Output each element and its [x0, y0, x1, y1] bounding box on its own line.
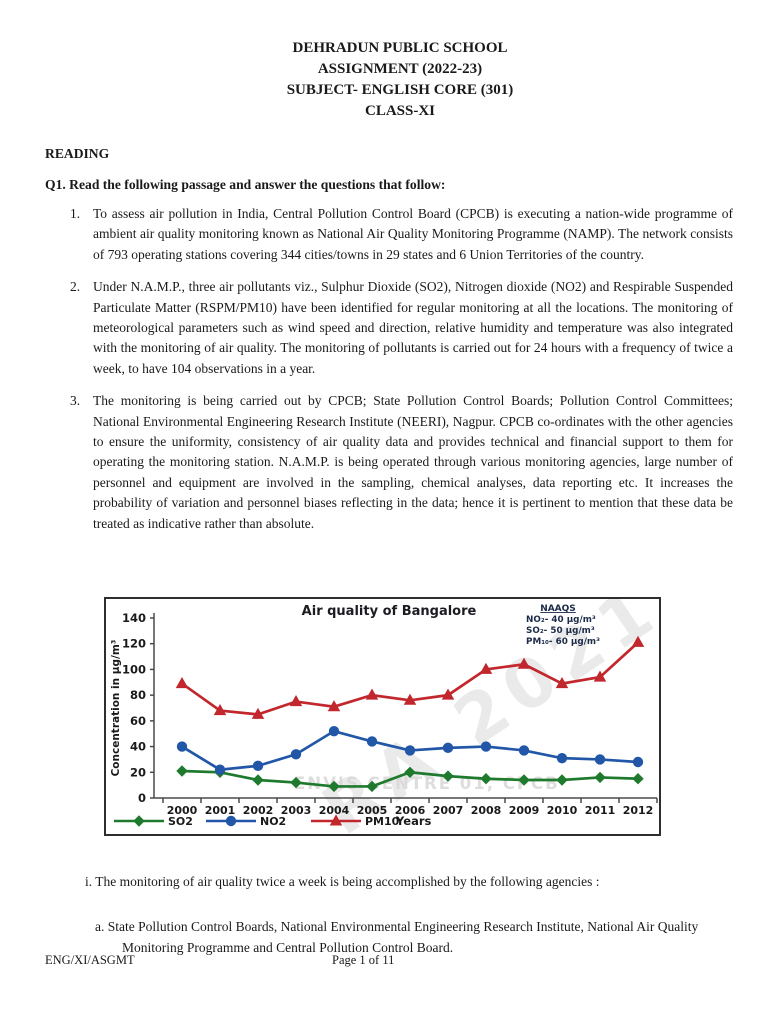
- svg-text:2005: 2005: [357, 804, 388, 817]
- tick-labels: 0 20 40 60 80 100 120 140 2000 2001 2002 2003 2004 20…: [122, 611, 653, 817]
- svg-text:140: 140: [122, 611, 146, 625]
- option-a: a. State Pollution Control Boards, Natio…: [95, 919, 699, 955]
- svg-text:2009: 2009: [509, 804, 540, 817]
- question-1-heading: Q1. Read the following passage and answe…: [45, 177, 446, 192]
- svg-text:SO2: SO2: [168, 815, 193, 828]
- svg-text:2000: 2000: [167, 804, 198, 817]
- svg-text:2001: 2001: [205, 804, 236, 817]
- svg-text:NAAQS: NAAQS: [540, 604, 576, 614]
- svg-text:2011: 2011: [585, 804, 616, 817]
- sub-question-i: i. The monitoring of air quality twice a…: [85, 874, 600, 889]
- svg-text:PM10: PM10: [365, 815, 400, 828]
- footer-page-number: Page 1 of 11: [332, 953, 395, 967]
- svg-text:2010: 2010: [547, 804, 578, 817]
- svg-text:2006: 2006: [395, 804, 426, 817]
- svg-text:20: 20: [130, 765, 146, 779]
- svg-text:80: 80: [130, 688, 146, 702]
- svg-text:2007: 2007: [433, 804, 464, 817]
- y-axis-title: Concentration in µg/m³: [110, 639, 122, 776]
- footer-document-code: ENG/XI/ASGMT: [45, 953, 135, 967]
- paragraph-text: The monitoring is being carried out by C…: [93, 393, 733, 531]
- passage-paragraph-2: 2. Under N.A.M.P., three air pollutants …: [70, 277, 733, 379]
- paragraph-text: Under N.A.M.P., three air pollutants viz…: [93, 279, 733, 376]
- legend-item-NO2: NO2: [206, 815, 286, 828]
- svg-text:2008: 2008: [471, 804, 502, 817]
- paragraph-number: 1.: [70, 206, 81, 221]
- svg-text:PM₁₀- 60 µg/m³: PM₁₀- 60 µg/m³: [526, 637, 600, 647]
- subject-line: SUBJECT- ENGLISH CORE (301): [286, 82, 514, 98]
- air-quality-chart: RA 2021 ENVIS CENTRE 01, CPCB 0 20 40 60 80 100…: [104, 597, 661, 836]
- svg-text:NO2: NO2: [260, 815, 286, 828]
- svg-text:60: 60: [130, 714, 146, 728]
- paragraph-text: To assess air pollution in India, Centra…: [93, 206, 733, 262]
- chart-title: Air quality of Bangalore: [302, 604, 477, 619]
- series-NO2: [176, 725, 644, 775]
- document-header: DEHRADUN PUBLIC SCHOOL ASSIGNMENT (2022-…: [45, 38, 755, 122]
- section-heading: READING: [45, 146, 110, 161]
- axes: [150, 613, 658, 803]
- svg-text:40: 40: [130, 740, 146, 754]
- svg-text:2002: 2002: [243, 804, 274, 817]
- paragraph-number: 3.: [70, 393, 81, 409]
- svg-text:120: 120: [122, 637, 146, 651]
- assignment-title: ASSIGNMENT (2022-23): [317, 61, 483, 77]
- legend-item-PM10: PM10: [311, 814, 400, 828]
- svg-text:2012: 2012: [623, 804, 654, 817]
- svg-text:100: 100: [122, 662, 146, 676]
- x-axis-title: Years: [395, 814, 432, 828]
- svg-text:NO₂- 40 µg/m³: NO₂- 40 µg/m³: [526, 615, 596, 625]
- series-PM10: [175, 635, 645, 719]
- svg-text:2003: 2003: [281, 804, 312, 817]
- svg-text:0: 0: [138, 791, 146, 805]
- paragraph-number: 2.: [70, 279, 81, 295]
- series-SO2: [176, 765, 644, 793]
- class-line: CLASS-XI: [364, 103, 436, 119]
- passage-paragraph-1: 1. To assess air pollution in India, Cen…: [70, 204, 733, 265]
- passage-list: 1. To assess air pollution in India, Cen…: [70, 204, 733, 546]
- school-name: DEHRADUN PUBLIC SCHOOL: [292, 40, 508, 56]
- passage-paragraph-3: 3. The monitoring is being carried out b…: [70, 391, 733, 534]
- svg-text:SO₂- 50 µg/m³: SO₂- 50 µg/m³: [526, 626, 595, 636]
- svg-text:2004: 2004: [319, 804, 350, 817]
- legend-item-SO2: SO2: [114, 815, 193, 828]
